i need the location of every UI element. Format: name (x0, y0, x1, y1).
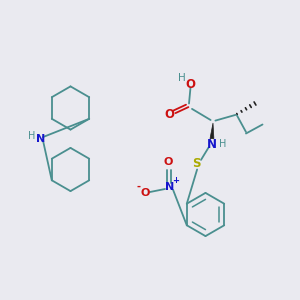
Text: N: N (165, 182, 174, 193)
Text: H: H (178, 73, 186, 83)
Text: H: H (219, 139, 226, 149)
Text: O: O (164, 108, 175, 122)
Text: H: H (28, 131, 36, 141)
Text: O: O (185, 77, 196, 91)
Text: +: + (172, 176, 179, 185)
Polygon shape (210, 123, 214, 139)
Text: O: O (163, 157, 173, 167)
Text: N: N (36, 134, 45, 144)
Text: S: S (192, 157, 201, 170)
Text: -: - (137, 182, 141, 192)
Text: N: N (206, 137, 217, 151)
Text: O: O (140, 188, 150, 199)
